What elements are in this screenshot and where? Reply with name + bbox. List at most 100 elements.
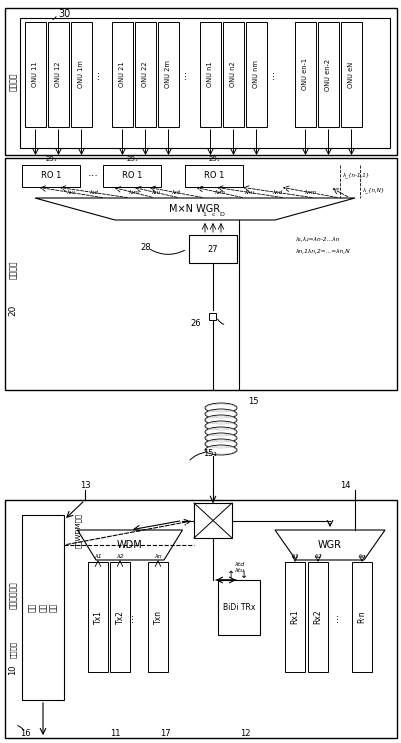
Bar bbox=[25, 22, 46, 127]
Text: 14: 14 bbox=[339, 481, 349, 490]
Bar bbox=[103, 165, 160, 187]
Text: RO 1: RO 1 bbox=[41, 172, 61, 181]
Text: D: D bbox=[219, 212, 224, 218]
Text: 光路管理: 光路管理 bbox=[10, 641, 16, 658]
Polygon shape bbox=[77, 530, 182, 560]
Text: 26: 26 bbox=[190, 319, 201, 328]
Text: Tx2: Tx2 bbox=[115, 610, 124, 624]
Text: λtu: λtu bbox=[233, 568, 243, 573]
Text: WDM: WDM bbox=[117, 540, 142, 550]
Text: 20: 20 bbox=[8, 305, 18, 316]
Text: ONU 11: ONU 11 bbox=[32, 62, 38, 87]
Text: λ_{n,N}: λ_{n,N} bbox=[361, 187, 383, 193]
Text: ONU 21: ONU 21 bbox=[119, 62, 125, 87]
Text: 29₁: 29₁ bbox=[126, 156, 138, 162]
Text: λ₁m: λ₁m bbox=[128, 190, 138, 195]
Text: 远端节点: 远端节点 bbox=[8, 261, 18, 279]
Bar bbox=[184, 165, 242, 187]
Text: 12: 12 bbox=[239, 728, 250, 738]
Text: Tx1: Tx1 bbox=[93, 610, 102, 624]
Text: λ2: λ2 bbox=[116, 554, 124, 559]
Text: 27: 27 bbox=[207, 244, 218, 253]
Bar bbox=[158, 22, 178, 127]
Text: WGR: WGR bbox=[317, 540, 341, 550]
Text: 10: 10 bbox=[8, 665, 18, 675]
Text: λn: λn bbox=[154, 554, 162, 559]
Text: M×N WGR: M×N WGR bbox=[169, 204, 220, 214]
Bar bbox=[112, 22, 133, 127]
Text: ···: ··· bbox=[87, 171, 98, 181]
Text: λ₂m: λ₂m bbox=[213, 190, 224, 195]
Bar bbox=[110, 562, 130, 672]
Bar bbox=[217, 580, 259, 635]
Bar bbox=[5, 158, 396, 390]
Text: λn: λn bbox=[357, 554, 365, 559]
Bar bbox=[223, 22, 243, 127]
Text: ···: ··· bbox=[180, 70, 190, 79]
Text: λ₂d: λ₂d bbox=[171, 190, 180, 195]
Text: ONU 12: ONU 12 bbox=[55, 62, 61, 87]
Bar bbox=[20, 18, 389, 148]
Bar bbox=[5, 8, 396, 155]
Text: λnm: λnm bbox=[303, 190, 315, 195]
Bar bbox=[188, 235, 237, 263]
Bar bbox=[194, 503, 231, 538]
Text: λ₂u: λ₂u bbox=[151, 190, 160, 195]
Text: 通道WDM光源: 通道WDM光源 bbox=[75, 513, 81, 548]
Text: Rx2: Rx2 bbox=[313, 610, 322, 624]
Text: ···: ··· bbox=[94, 70, 104, 79]
Bar bbox=[22, 165, 80, 187]
Text: λnd: λnd bbox=[272, 190, 282, 195]
Ellipse shape bbox=[205, 427, 237, 437]
Bar bbox=[135, 22, 156, 127]
Ellipse shape bbox=[205, 433, 237, 443]
Text: λ₁u: λ₁u bbox=[66, 190, 75, 195]
Text: λ2: λ2 bbox=[313, 554, 321, 559]
Bar bbox=[294, 22, 315, 127]
Bar bbox=[48, 22, 69, 127]
Text: 17: 17 bbox=[159, 728, 170, 738]
Text: λ1: λ1 bbox=[94, 554, 101, 559]
Ellipse shape bbox=[205, 403, 237, 413]
Bar bbox=[351, 562, 371, 672]
Bar bbox=[200, 22, 221, 127]
Bar bbox=[245, 22, 266, 127]
Ellipse shape bbox=[205, 445, 237, 455]
Text: λnu: λnu bbox=[244, 190, 254, 195]
Text: ONU 2m: ONU 2m bbox=[165, 61, 171, 88]
Text: ···: ··· bbox=[332, 612, 342, 621]
Text: λ_{n-1,1}: λ_{n-1,1} bbox=[341, 172, 369, 178]
Text: 光网单元: 光网单元 bbox=[8, 73, 18, 91]
Bar bbox=[317, 22, 338, 127]
Text: 15: 15 bbox=[247, 398, 258, 406]
Text: λ1: λ1 bbox=[290, 554, 298, 559]
Ellipse shape bbox=[205, 409, 237, 419]
Text: 28: 28 bbox=[140, 244, 150, 253]
Text: λ₁d: λ₁d bbox=[89, 190, 98, 195]
Text: ↑: ↑ bbox=[227, 570, 235, 580]
Polygon shape bbox=[274, 530, 384, 560]
Text: 29₁: 29₁ bbox=[208, 156, 219, 162]
Bar bbox=[209, 313, 216, 320]
Bar bbox=[307, 562, 327, 672]
Text: R·n: R·n bbox=[356, 611, 366, 623]
Text: 光路
监控
模块: 光路 监控 模块 bbox=[28, 603, 58, 612]
Text: 13: 13 bbox=[79, 481, 90, 490]
Text: ONU en-2: ONU en-2 bbox=[325, 59, 331, 91]
Text: ONU 1m: ONU 1m bbox=[78, 61, 84, 88]
Text: 1: 1 bbox=[202, 212, 205, 218]
Text: RO 1: RO 1 bbox=[122, 172, 142, 181]
Bar bbox=[88, 562, 108, 672]
Text: 11: 11 bbox=[109, 728, 120, 738]
Text: 光路管理模块: 光路管理模块 bbox=[8, 581, 18, 609]
Text: Txn: Txn bbox=[153, 610, 162, 624]
Text: BiDi TRx: BiDi TRx bbox=[222, 603, 255, 612]
Text: Rx1: Rx1 bbox=[290, 610, 299, 624]
Text: RO 1: RO 1 bbox=[203, 172, 224, 181]
Ellipse shape bbox=[205, 439, 237, 449]
Text: λn,1λn,2=...=λn,N: λn,1λn,2=...=λn,N bbox=[294, 250, 349, 255]
Text: ONU 22: ONU 22 bbox=[142, 62, 148, 88]
Text: λtd: λtd bbox=[233, 562, 243, 566]
Bar bbox=[284, 562, 304, 672]
Text: ONU n2: ONU n2 bbox=[230, 62, 236, 88]
